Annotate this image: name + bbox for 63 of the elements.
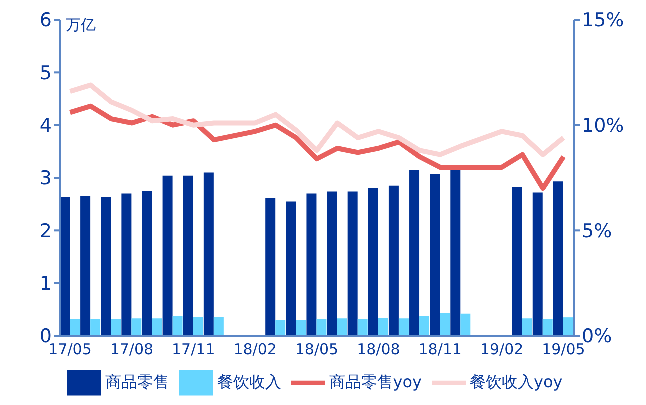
bar (266, 198, 276, 336)
bar (183, 176, 194, 336)
bar (214, 317, 224, 336)
bar (522, 318, 532, 336)
bar (101, 196, 112, 336)
x-tick-label: 17/05 (48, 340, 92, 359)
y2-tick-label: 10% (582, 115, 624, 138)
y-tick-label: 4 (40, 115, 52, 138)
bar (410, 170, 420, 336)
bar (296, 320, 306, 336)
bar (276, 320, 286, 336)
legend-label: 商品零售 (105, 372, 170, 392)
x-tick-label: 18/05 (295, 340, 339, 359)
bar (358, 319, 368, 336)
bar (378, 318, 388, 336)
bar (142, 191, 152, 336)
bar (512, 187, 522, 336)
bar (90, 319, 101, 336)
bar (337, 318, 348, 336)
bar (553, 182, 564, 336)
y-axis-title: 万亿 (66, 16, 96, 35)
bar (204, 172, 214, 336)
x-tick-label: 18/08 (357, 340, 400, 359)
bar (132, 318, 142, 336)
bar (316, 319, 327, 336)
x-tick-label: 17/11 (172, 340, 216, 359)
bar (162, 176, 173, 336)
bar (152, 318, 162, 336)
bar (420, 316, 430, 336)
y-tick-label: 3 (40, 168, 52, 190)
x-tick-label: 17/08 (110, 340, 154, 359)
x-tick-label: 18/02 (234, 340, 277, 359)
bar (286, 202, 296, 336)
bar (306, 194, 317, 336)
bar (122, 194, 132, 336)
bar (532, 192, 543, 336)
bar (542, 319, 553, 336)
bar (80, 196, 91, 336)
bar (348, 192, 358, 336)
y-tick-label: 5 (40, 62, 52, 84)
bar (460, 314, 471, 336)
y2-tick-label: 15% (582, 10, 624, 32)
bar (327, 192, 338, 336)
bar (70, 319, 80, 336)
y-tick-label: 1 (40, 273, 52, 296)
y2-tick-label: 5% (582, 220, 612, 242)
bar (430, 174, 440, 336)
bar (440, 313, 450, 336)
legend-label: 餐饮收入 (217, 372, 282, 392)
bar (111, 319, 122, 336)
x-tick-label: 18/11 (418, 340, 462, 359)
y-tick-label: 2 (40, 220, 52, 242)
legend-label: 商品零售yoy (329, 372, 422, 392)
bar (388, 186, 399, 336)
bar (563, 318, 574, 336)
bar (172, 316, 183, 336)
x-tick-label: 19/02 (480, 340, 524, 359)
bar (398, 318, 409, 336)
bar (450, 170, 461, 336)
legend-label: 餐饮收入yoy (470, 372, 563, 392)
bar (193, 317, 204, 336)
y-tick-label: 6 (40, 10, 52, 32)
bar (368, 188, 378, 336)
